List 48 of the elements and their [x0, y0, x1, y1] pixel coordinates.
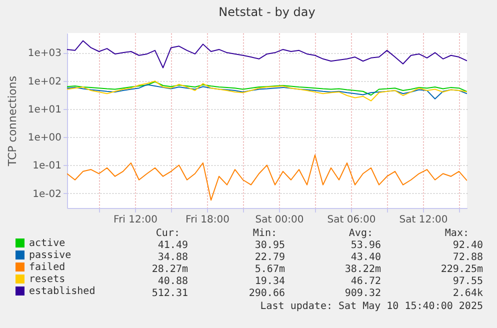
x-tick-label: Sat 00:00	[255, 214, 304, 226]
line-series	[67, 81, 467, 96]
y-tick-label: 1e-02	[32, 188, 62, 200]
legend-label: passive	[29, 250, 72, 261]
x-tick-label: Sat 06:00	[327, 214, 376, 226]
text: 5.67m	[254, 264, 285, 275]
x-tick-label: Fri 12:00	[114, 214, 158, 226]
text: 53.96	[350, 240, 381, 251]
y-tick-label: 1e+02	[28, 76, 62, 88]
text: 909.32	[344, 288, 381, 299]
legend-label: failed	[29, 262, 66, 273]
y-tick-label: 1e+01	[28, 104, 62, 116]
text: 19.34	[254, 276, 285, 287]
text: 22.79	[254, 252, 285, 263]
text: 40.88	[158, 276, 188, 287]
text: Avg:	[348, 228, 373, 239]
text: Cur:	[156, 228, 180, 239]
text: 38.22m	[344, 264, 381, 275]
y-axis-title: TCP connections	[6, 76, 19, 168]
x-tick-label: Fri 18:00	[186, 214, 230, 226]
legend-label: resets	[29, 274, 66, 285]
text: 290.66	[248, 288, 285, 299]
chart-title: Netstat - by day	[218, 5, 316, 19]
text: 41.49	[158, 240, 188, 251]
x-tick-label: Sat 12:00	[399, 214, 448, 226]
text: 72.88	[452, 252, 483, 263]
y-tick-label: 1e-01	[32, 160, 62, 172]
line-series	[67, 84, 467, 100]
text: 46.72	[350, 276, 381, 287]
text: 512.31	[152, 288, 188, 299]
text: 229.25m	[440, 264, 483, 275]
text: 43.40	[350, 252, 381, 263]
legend-label: established	[29, 286, 96, 297]
line-series	[67, 40, 467, 68]
text: Max:	[444, 228, 469, 239]
text: 2.64k	[452, 288, 483, 299]
y-tick-label: 1e+03	[28, 48, 62, 60]
text: 30.95	[254, 240, 285, 251]
text: 34.88	[158, 252, 188, 263]
text: 28.27m	[152, 264, 188, 275]
y-tick-label: 1e+00	[28, 132, 62, 144]
text: Last update: Sat May 10 15:40:00 2025	[260, 301, 483, 312]
text: 97.55	[452, 276, 483, 287]
line-series	[67, 80, 467, 102]
legend-label: active	[29, 238, 66, 249]
text: 92.40	[452, 240, 483, 251]
line-series	[67, 154, 467, 201]
text: Min:	[252, 228, 277, 239]
